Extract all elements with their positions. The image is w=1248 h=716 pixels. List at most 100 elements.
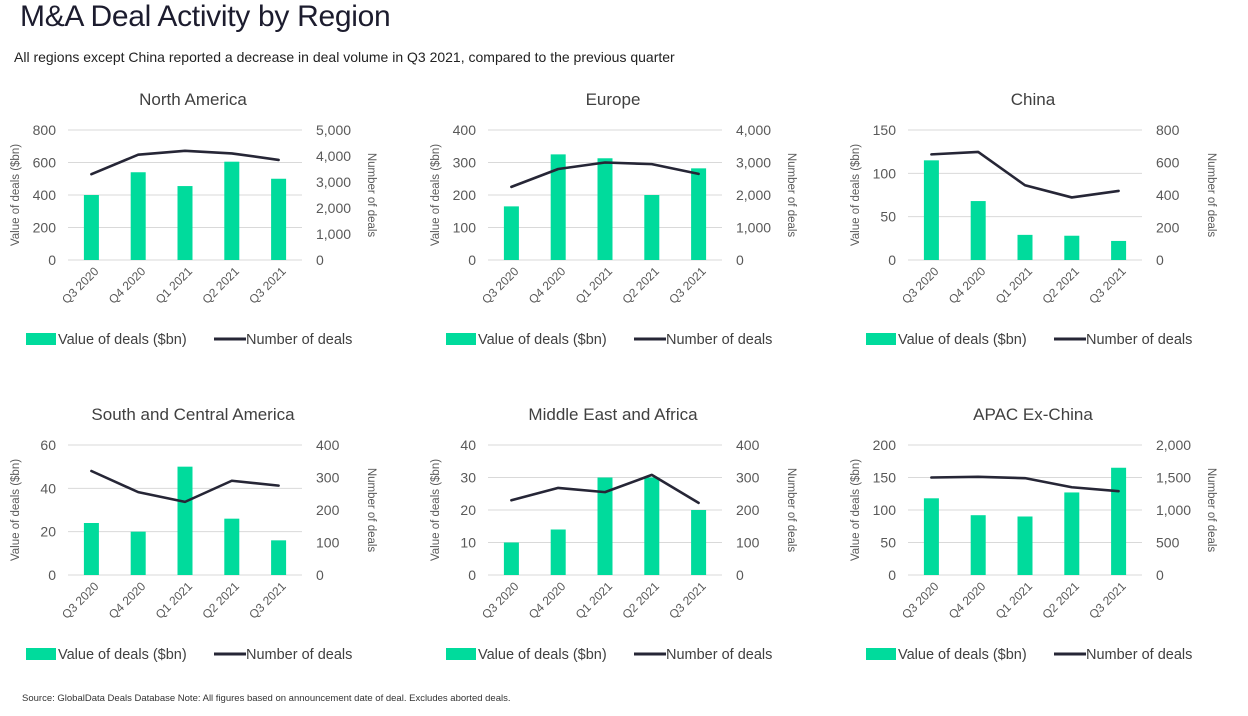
y-axis-title: Value of deals ($bn) xyxy=(10,459,22,561)
y2-tick-label: 0 xyxy=(316,567,324,583)
chart-title: South and Central America xyxy=(91,405,295,424)
y-tick-label: 0 xyxy=(468,567,476,583)
x-tick-label: Q2 2021 xyxy=(199,264,242,307)
x-tick-label: Q3 2021 xyxy=(666,579,709,622)
chart-panel-north-america: North America 0 200 400 600 800 0 1,000 2,000 3,0… xyxy=(0,85,410,375)
line-number-of-deals xyxy=(510,161,700,189)
legend-bar-swatch xyxy=(866,648,896,660)
y2-tick-label: 1,500 xyxy=(1156,470,1191,486)
y2-tick-label: 2,000 xyxy=(1156,437,1191,453)
bar-value-of-deals xyxy=(503,542,519,575)
chart-panel-middle-east-africa: Middle East and Africa 0 10 20 30 40 0 100 200 30… xyxy=(420,400,830,690)
x-tick-label: Q2 2021 xyxy=(619,579,662,622)
y2-tick-label: 1,000 xyxy=(1156,502,1191,518)
y-axis-title: Value of deals ($bn) xyxy=(850,459,862,561)
y-tick-label: 100 xyxy=(873,502,897,518)
bar-value-of-deals xyxy=(503,206,519,260)
x-tick-label: Q3 2020 xyxy=(479,264,522,307)
chart-title: North America xyxy=(139,90,247,109)
y-axis-title: Value of deals ($bn) xyxy=(430,144,442,246)
bar-value-of-deals xyxy=(130,172,146,260)
bar-value-of-deals xyxy=(224,518,240,575)
y2-tick-label: 100 xyxy=(316,535,340,551)
y2-axis-title: Number of deals xyxy=(365,468,377,553)
y2-tick-label: 200 xyxy=(1156,220,1180,236)
y2-tick-label: 600 xyxy=(1156,155,1180,171)
bar-value-of-deals xyxy=(83,523,99,575)
chart-svg: North America 0 200 400 600 800 0 1,000 2,000 3,0… xyxy=(10,90,377,348)
bar-value-of-deals xyxy=(644,195,660,260)
legend-label-value: Value of deals ($bn) xyxy=(58,332,187,348)
x-tick-label: Q4 2020 xyxy=(526,264,569,307)
chart-title: Middle East and Africa xyxy=(528,405,698,424)
y2-tick-label: 0 xyxy=(1156,567,1164,583)
chart-panel-apac-ex-china: APAC Ex-China 0 50 100 150 200 0 500 1,000 1,500 2… xyxy=(840,400,1248,690)
legend-bar-swatch xyxy=(26,648,56,660)
x-tick-label: Q4 2020 xyxy=(946,264,989,307)
bar-value-of-deals xyxy=(597,158,613,260)
y2-tick-label: 400 xyxy=(1156,187,1180,203)
x-tick-label: Q3 2020 xyxy=(59,579,102,622)
y-tick-label: 100 xyxy=(873,165,897,181)
x-tick-label: Q4 2020 xyxy=(106,264,149,307)
chart-title: Europe xyxy=(586,90,641,109)
y2-tick-label: 4,000 xyxy=(736,122,771,138)
y2-tick-label: 200 xyxy=(736,502,760,518)
bar-value-of-deals xyxy=(970,201,986,260)
legend-label-number: Number of deals xyxy=(1086,332,1192,348)
y-tick-label: 800 xyxy=(33,122,57,138)
chart-svg: Europe 0 100 200 300 400 0 1,000 2,000 3,000 4,000… xyxy=(430,90,797,348)
chart-svg: APAC Ex-China 0 50 100 150 200 0 500 1,000 1,500 2… xyxy=(850,405,1217,663)
x-tick-label: Q3 2020 xyxy=(59,264,102,307)
legend-bar-swatch xyxy=(866,333,896,345)
y2-axis-title: Number of deals xyxy=(785,468,797,553)
x-tick-label: Q3 2020 xyxy=(899,264,942,307)
y-tick-label: 200 xyxy=(873,437,897,453)
chart-panel-europe: Europe 0 100 200 300 400 0 1,000 2,000 3,000 4,000… xyxy=(420,85,830,375)
legend-label-value: Value of deals ($bn) xyxy=(898,332,1027,348)
bar-value-of-deals xyxy=(177,186,193,260)
x-tick-label: Q3 2020 xyxy=(479,579,522,622)
y2-tick-label: 1,000 xyxy=(736,220,771,236)
x-tick-label: Q3 2021 xyxy=(1086,264,1129,307)
y-tick-label: 0 xyxy=(888,252,896,268)
y2-tick-label: 500 xyxy=(1156,535,1180,551)
y2-tick-label: 3,000 xyxy=(316,174,351,190)
x-tick-label: Q3 2021 xyxy=(246,264,289,307)
y2-tick-label: 3,000 xyxy=(736,155,771,171)
y-tick-label: 150 xyxy=(873,122,897,138)
bar-value-of-deals xyxy=(1064,492,1080,575)
x-tick-label: Q4 2020 xyxy=(946,579,989,622)
line-number-of-deals xyxy=(930,150,1120,199)
legend-label-number: Number of deals xyxy=(666,332,772,348)
y2-axis-title: Number of deals xyxy=(365,153,377,238)
y2-tick-label: 2,000 xyxy=(736,187,771,203)
bar-value-of-deals xyxy=(271,178,287,260)
legend-label-number: Number of deals xyxy=(246,647,352,663)
x-tick-label: Q1 2021 xyxy=(573,264,616,307)
x-tick-label: Q3 2021 xyxy=(246,579,289,622)
y-tick-label: 50 xyxy=(880,535,896,551)
y-tick-label: 40 xyxy=(460,437,476,453)
y-tick-label: 400 xyxy=(453,122,477,138)
x-tick-label: Q3 2021 xyxy=(1086,579,1129,622)
line-number-of-deals xyxy=(930,475,1120,493)
y2-tick-label: 4,000 xyxy=(316,148,351,164)
bar-value-of-deals xyxy=(691,510,707,575)
y2-tick-label: 0 xyxy=(736,252,744,268)
y-tick-label: 200 xyxy=(453,187,477,203)
y2-tick-label: 1,000 xyxy=(316,226,351,242)
y-tick-label: 400 xyxy=(33,187,57,203)
bar-value-of-deals xyxy=(970,515,986,575)
bar-value-of-deals xyxy=(1064,235,1080,260)
y-tick-label: 0 xyxy=(48,252,56,268)
bar-value-of-deals xyxy=(1111,240,1127,260)
bar-value-of-deals xyxy=(1017,516,1033,575)
legend-label-number: Number of deals xyxy=(246,332,352,348)
y-tick-label: 0 xyxy=(468,252,476,268)
y2-tick-label: 200 xyxy=(316,502,340,518)
legend-label-value: Value of deals ($bn) xyxy=(58,647,187,663)
x-tick-label: Q2 2021 xyxy=(619,264,662,307)
chart-svg: China 0 50 100 150 0 200 400 600 800 Value of deal… xyxy=(850,90,1217,348)
y-tick-label: 50 xyxy=(880,209,896,225)
